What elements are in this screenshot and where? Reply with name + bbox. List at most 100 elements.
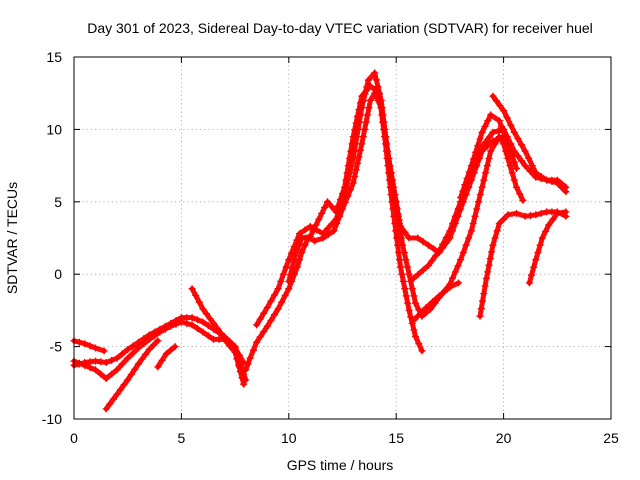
data-point [510,158,518,166]
data-point [256,315,264,323]
data-point [263,322,271,330]
data-point [518,157,525,165]
data-point [391,220,399,227]
data-point [424,262,432,269]
data-point [380,125,388,133]
data-point [376,96,384,104]
data-point [465,168,473,176]
data-point [324,198,331,206]
data-point [476,135,484,143]
data-point [488,248,496,256]
data-point [399,277,407,285]
data-point [385,169,393,177]
data-point [92,344,99,352]
data-point [518,141,525,149]
data-point [519,196,527,204]
data-point [424,241,432,249]
data-point [498,123,505,130]
data-point [405,270,413,278]
data-point [260,309,268,317]
data-point [183,319,191,327]
data-point [553,209,561,217]
data-point [507,121,515,129]
data-point [118,360,126,368]
data-point [384,162,392,170]
series-track-15 [525,208,570,287]
data-point [192,291,200,299]
data-point [409,275,417,282]
data-point [494,135,502,143]
data-point [387,191,395,199]
data-point [465,234,473,242]
data-point [145,346,153,353]
data-point [389,205,397,213]
data-point [532,169,540,177]
data-point [108,370,116,378]
data-point [504,154,512,162]
data-point [401,228,409,236]
data-point [309,227,317,235]
data-point [442,234,450,241]
data-point [113,390,121,398]
x-tick-label: 0 [70,430,78,446]
data-point [217,329,225,337]
data-point [267,297,275,305]
data-point [409,317,417,324]
data-point [362,118,370,126]
data-point [528,162,536,170]
data-point [558,180,566,188]
data-point [484,117,492,125]
data-point [311,237,319,245]
y-tick-label: 15 [46,49,62,65]
data-point [508,169,516,177]
data-point [525,154,533,162]
data-point [463,174,471,182]
data-point [473,205,481,213]
data-point [351,173,359,180]
data-point [285,256,293,264]
data-point [364,111,372,119]
data-point [549,215,557,223]
data-point [435,247,443,255]
data-point [97,370,105,378]
data-point [203,310,210,318]
data-point [371,69,379,77]
data-point [118,350,126,358]
data-point [496,102,504,110]
data-point [86,342,94,350]
series-line [477,209,569,319]
data-point [92,357,99,365]
axis-ticks: 0 5 10 15 20 25 -10 -5 0 5 10 15 [42,49,619,446]
data-point [404,263,411,271]
data-point [341,183,349,191]
data-point [246,354,254,362]
data-point [408,285,416,293]
data-point [419,238,427,246]
data-point [124,346,132,353]
data-point [342,176,350,184]
data-point [410,326,418,334]
data-point [516,190,524,198]
data-point [482,169,490,177]
data-point [472,148,480,156]
series-track-14 [476,208,570,320]
data-point [332,215,340,223]
y-tick-label: 10 [46,121,62,137]
chart-title: Day 301 of 2023, Sidereal Day-to-day VTE… [87,20,593,36]
data-point [545,221,553,229]
data-point [366,82,374,90]
data-point [398,270,406,278]
data-point [106,400,114,408]
data-point [479,297,486,305]
data-point [503,114,511,122]
data-point [361,125,369,133]
data-point [318,209,326,217]
data-point [405,306,413,314]
data-point [334,202,342,210]
data-point [513,209,520,217]
data-point [142,350,150,358]
data-point [145,335,153,343]
data-point [412,333,419,340]
data-point [500,107,508,115]
data-point [188,321,196,329]
